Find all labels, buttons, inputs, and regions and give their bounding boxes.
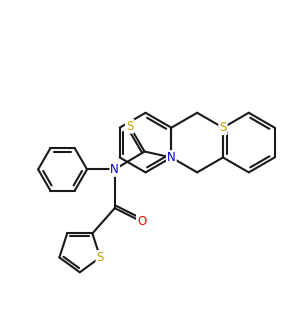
Text: N: N [110,163,119,176]
Text: S: S [219,121,227,134]
Text: S: S [126,120,133,133]
Text: O: O [137,215,146,228]
Text: N: N [167,151,176,164]
Text: S: S [97,251,104,264]
